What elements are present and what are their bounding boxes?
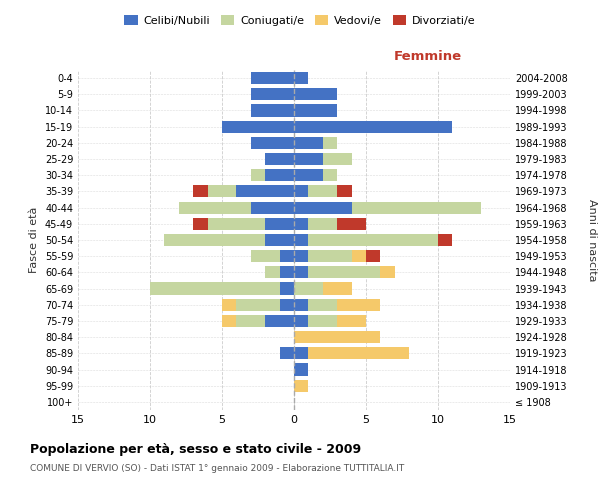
Bar: [208, 186, 236, 198]
Bar: [294, 153, 323, 165]
Bar: [308, 186, 337, 198]
Y-axis label: Anni di nascita: Anni di nascita: [587, 198, 597, 281]
Bar: [280, 298, 294, 311]
Bar: [251, 88, 294, 101]
Bar: [294, 218, 308, 230]
Bar: [294, 331, 380, 343]
Bar: [294, 72, 308, 84]
Bar: [337, 298, 380, 311]
Bar: [265, 169, 294, 181]
Bar: [294, 137, 323, 149]
Bar: [294, 234, 308, 246]
Text: Femmine: Femmine: [394, 50, 462, 63]
Bar: [280, 250, 294, 262]
Bar: [265, 153, 294, 165]
Bar: [294, 104, 337, 117]
Bar: [179, 202, 251, 213]
Bar: [280, 348, 294, 360]
Bar: [308, 266, 380, 278]
Bar: [251, 137, 294, 149]
Bar: [294, 202, 352, 213]
Bar: [193, 218, 208, 230]
Bar: [164, 234, 265, 246]
Bar: [236, 298, 280, 311]
Bar: [294, 348, 308, 360]
Bar: [308, 250, 352, 262]
Bar: [294, 380, 308, 392]
Bar: [208, 218, 265, 230]
Bar: [222, 315, 236, 327]
Bar: [366, 250, 380, 262]
Bar: [193, 186, 208, 198]
Bar: [150, 282, 280, 294]
Bar: [438, 234, 452, 246]
Bar: [380, 266, 395, 278]
Bar: [294, 282, 323, 294]
Bar: [323, 282, 352, 294]
Bar: [323, 169, 337, 181]
Text: Popolazione per età, sesso e stato civile - 2009: Popolazione per età, sesso e stato civil…: [30, 442, 361, 456]
Bar: [236, 186, 294, 198]
Bar: [251, 169, 265, 181]
Bar: [308, 348, 409, 360]
Bar: [294, 186, 308, 198]
Bar: [280, 282, 294, 294]
Bar: [251, 250, 280, 262]
Bar: [265, 266, 280, 278]
Y-axis label: Fasce di età: Fasce di età: [29, 207, 39, 273]
Bar: [308, 218, 337, 230]
Bar: [308, 315, 337, 327]
Bar: [222, 298, 236, 311]
Bar: [308, 234, 438, 246]
Bar: [294, 266, 308, 278]
Bar: [352, 250, 366, 262]
Bar: [294, 120, 452, 132]
Bar: [337, 186, 352, 198]
Bar: [294, 315, 308, 327]
Bar: [265, 315, 294, 327]
Bar: [294, 298, 308, 311]
Bar: [265, 234, 294, 246]
Text: COMUNE DI VERVIO (SO) - Dati ISTAT 1° gennaio 2009 - Elaborazione TUTTITALIA.IT: COMUNE DI VERVIO (SO) - Dati ISTAT 1° ge…: [30, 464, 404, 473]
Bar: [236, 315, 265, 327]
Bar: [294, 88, 337, 101]
Bar: [265, 218, 294, 230]
Legend: Celibi/Nubili, Coniugati/e, Vedovi/e, Divorziati/e: Celibi/Nubili, Coniugati/e, Vedovi/e, Di…: [120, 10, 480, 30]
Bar: [280, 266, 294, 278]
Bar: [323, 153, 352, 165]
Bar: [308, 298, 337, 311]
Bar: [323, 137, 337, 149]
Bar: [222, 120, 294, 132]
Bar: [352, 202, 481, 213]
Bar: [337, 218, 366, 230]
Bar: [294, 169, 323, 181]
Bar: [251, 202, 294, 213]
Bar: [337, 315, 366, 327]
Bar: [294, 364, 308, 376]
Bar: [294, 250, 308, 262]
Bar: [251, 72, 294, 84]
Bar: [251, 104, 294, 117]
